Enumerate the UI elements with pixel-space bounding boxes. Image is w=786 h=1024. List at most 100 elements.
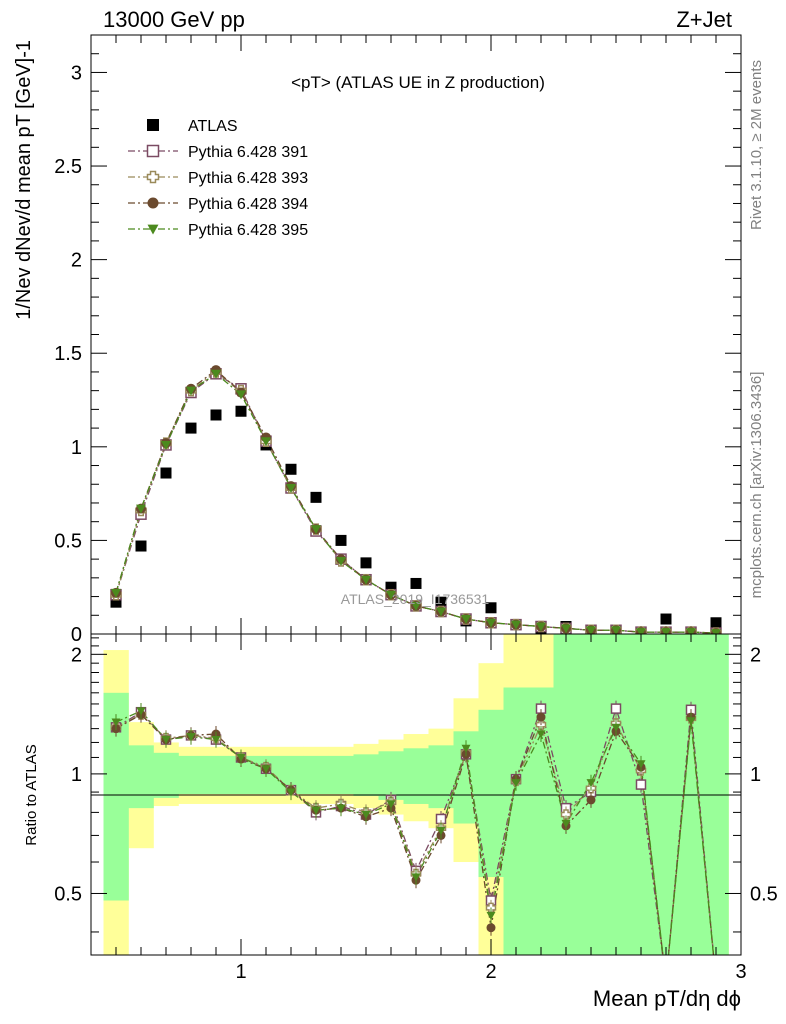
data-point-395 — [211, 369, 221, 379]
data-point-394 — [536, 712, 546, 722]
data-point-395 — [436, 607, 446, 617]
data-point-395 — [361, 575, 371, 585]
ratio-band-green — [328, 755, 354, 794]
legend: ATLAS Pythia 6.428 391 Pythia 6.428 393 Pyt… — [128, 118, 308, 239]
ratio-ytick-label-right: 1 — [750, 764, 761, 786]
data-point-395 — [536, 730, 546, 739]
main-ytick-label: 2.5 — [54, 156, 82, 178]
ratio-band-green — [128, 745, 154, 809]
legend-label: Pythia 6.428 395 — [188, 222, 308, 239]
data-point-395 — [111, 588, 121, 598]
data-point-395 — [611, 723, 621, 732]
data-point-391 — [146, 144, 160, 158]
data-point-395 — [161, 440, 171, 450]
ratio-band-green — [178, 755, 204, 794]
data-point-atlas — [360, 557, 372, 569]
main-ticks: 0 0.5 1 1.5 2 2.5 3 — [54, 35, 741, 646]
data-point-395 — [261, 437, 271, 447]
data-point-395 — [461, 744, 471, 753]
data-point-395 — [336, 804, 346, 813]
data-point-atlas — [160, 467, 172, 479]
data-point-atlas — [210, 409, 222, 421]
main-series — [110, 365, 722, 639]
data-point-395 — [186, 386, 196, 396]
data-point-atlas — [135, 540, 147, 552]
main-ytick-label: 3 — [71, 62, 82, 84]
data-point-395 — [136, 504, 146, 514]
data-point-395 — [286, 788, 296, 797]
data-point-395 — [411, 873, 421, 882]
data-point-atlas — [335, 534, 347, 546]
ratio-ytick-label-right: 2 — [750, 644, 761, 666]
legend-label: Pythia 6.428 393 — [188, 170, 308, 187]
main-ytick-label: 2 — [71, 250, 82, 272]
legend-label: Pythia 6.428 394 — [188, 196, 308, 213]
ratio-band-green — [353, 754, 379, 796]
data-point-393 — [560, 809, 572, 820]
data-point-395 — [511, 779, 521, 788]
data-point-395 — [361, 810, 371, 820]
mcplots-label: mcplots.cern.ch [arXiv:1306.3436] — [748, 372, 765, 599]
main-ytick-label: 0.5 — [54, 530, 82, 552]
data-point-395 — [686, 628, 696, 638]
data-point-395 — [386, 590, 396, 600]
data-point-395 — [461, 615, 471, 625]
data-point-393 — [146, 170, 160, 184]
data-point-395 — [586, 779, 596, 788]
data-point-395 — [536, 622, 546, 632]
main-ytick-label: 1.5 — [54, 343, 82, 365]
data-point-395 — [561, 624, 571, 634]
data-point-395 — [186, 733, 196, 742]
ratio-ytick-label-right: 0.5 — [750, 883, 778, 905]
rivet-label: Rivet 3.1.10, ≥ 2M events — [748, 60, 765, 230]
main-ylabel: 1/Nev dNev/d mean pT [GeV]-1 — [13, 40, 35, 320]
watermark: ATLAS_2019_I1736531 — [341, 591, 490, 607]
data-point-395 — [611, 626, 621, 636]
data-point-atlas — [435, 596, 447, 608]
data-point-395 — [411, 601, 421, 611]
ratio-ylabel: Ratio to ATLAS — [23, 744, 40, 845]
data-point-395 — [686, 717, 696, 726]
ratio-band-green — [153, 752, 179, 798]
data-point-391 — [635, 779, 647, 790]
ratio-xtick-label: 1 — [235, 961, 246, 983]
data-point-395 — [636, 760, 646, 769]
ratio-band-green — [303, 755, 329, 794]
ratio-xtick-label: 3 — [735, 961, 746, 983]
data-point-395 — [661, 628, 671, 638]
data-point-395 — [336, 556, 346, 566]
data-point-395 — [147, 224, 159, 235]
header-left: 13000 GeV pp — [103, 7, 245, 32]
main-ytick-label: 0 — [71, 624, 82, 646]
data-point-395 — [311, 806, 321, 815]
main-title: <pT> (ATLAS UE in Z production) — [291, 73, 545, 92]
data-point-395 — [236, 390, 246, 400]
ratio-band-green — [203, 755, 229, 794]
data-point-atlas — [185, 422, 197, 434]
legend-label: ATLAS — [188, 118, 238, 135]
data-point-395 — [636, 628, 646, 638]
ratio-band-green — [403, 748, 429, 804]
data-point-395 — [386, 800, 396, 809]
ratio-ticks: 0.5 0.5 1 1 2 2 1 2 3 — [54, 634, 778, 983]
data-point-395 — [586, 626, 596, 636]
data-point-atlas — [710, 617, 722, 629]
x-axis-label: Mean pT/dη dϕ — [593, 986, 741, 1011]
ratio-ytick-label-left: 2 — [71, 644, 82, 666]
data-point-atlas — [310, 491, 322, 503]
data-point-atlas — [110, 596, 122, 608]
data-point-395 — [486, 911, 496, 921]
data-point-395 — [561, 819, 571, 829]
data-point-atlas — [385, 581, 397, 593]
data-point-391 — [610, 703, 622, 714]
data-point-394 — [586, 795, 596, 805]
data-point-395 — [211, 735, 221, 745]
data-point-atlas — [660, 613, 672, 625]
data-point-atlas — [285, 463, 297, 475]
ratio-band-green — [428, 745, 454, 809]
data-point-395 — [511, 620, 521, 630]
data-point-395 — [261, 765, 271, 774]
data-point-394 — [147, 197, 159, 209]
data-point-atlas — [410, 577, 422, 589]
